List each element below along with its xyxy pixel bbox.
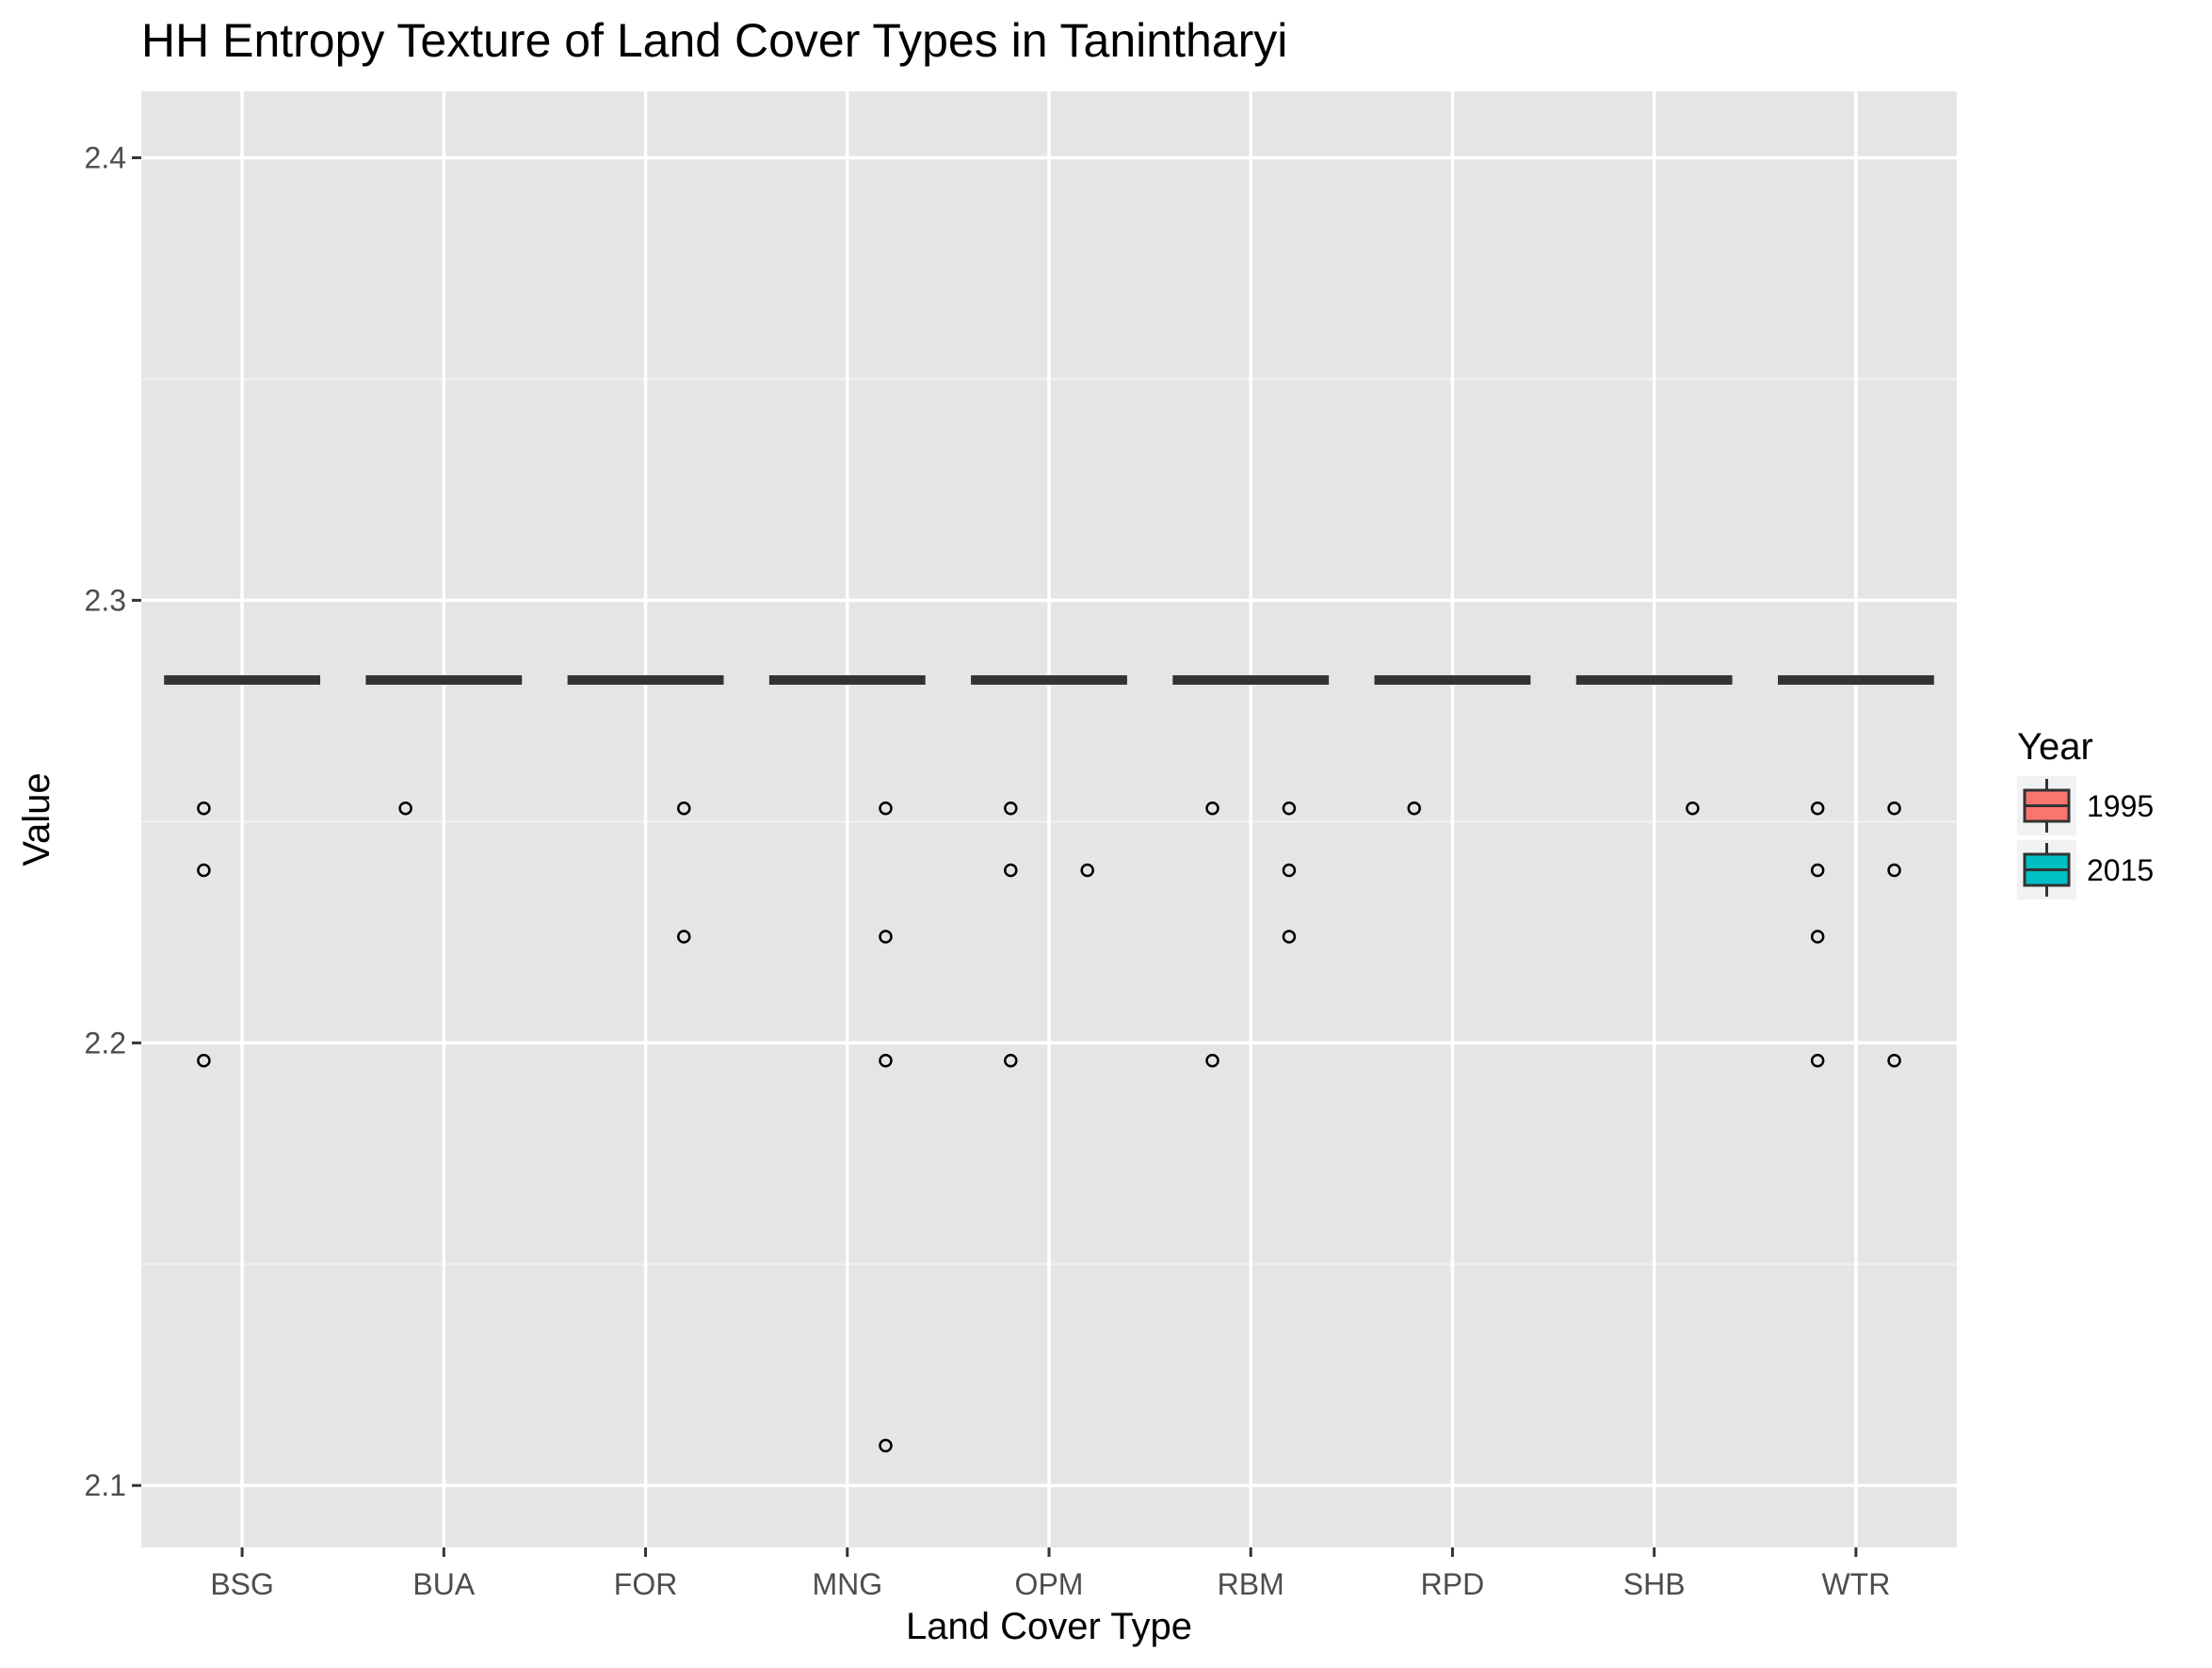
y-tick-label: 2.3	[85, 583, 126, 617]
legend-label-2015: 2015	[2087, 853, 2154, 887]
x-tick-label: MNG	[812, 1567, 882, 1601]
outlier-point	[879, 1438, 893, 1453]
x-tick-label: RPD	[1421, 1567, 1485, 1601]
y-tick-label: 2.2	[85, 1026, 126, 1060]
outlier-point	[1810, 930, 1825, 944]
outlier-point	[879, 930, 893, 944]
outlier-point	[1080, 863, 1094, 878]
outlier-point	[1810, 863, 1825, 878]
outlier-point	[1407, 802, 1421, 816]
outlier-point	[197, 863, 211, 878]
outlier-point	[677, 930, 691, 944]
x-tick-label: BSG	[210, 1567, 274, 1601]
outlier-point	[1810, 1053, 1825, 1068]
outlier-point	[1282, 802, 1297, 816]
y-axis: 2.1 2.2 2.3 2.4	[85, 140, 141, 1502]
outlier-point	[197, 1053, 211, 1068]
outlier-point	[1810, 802, 1825, 816]
outlier-point	[1887, 802, 1901, 816]
x-tick-label: RBM	[1218, 1567, 1284, 1601]
outlier-point	[1282, 863, 1297, 878]
x-tick-label: FOR	[614, 1567, 678, 1601]
y-tick-label: 2.4	[85, 140, 126, 174]
outlier-point	[879, 802, 893, 816]
legend-title: Year	[2017, 726, 2093, 768]
outlier-point	[1004, 1053, 1018, 1068]
y-tick-label: 2.1	[85, 1468, 126, 1502]
outlier-point	[1004, 863, 1018, 878]
grid-lines	[141, 91, 1957, 1547]
y-axis-title: Value	[16, 772, 57, 866]
outlier-point	[1887, 863, 1901, 878]
outlier-point	[1887, 1053, 1901, 1068]
outlier-point	[1004, 802, 1018, 816]
legend: Year 1995 2015	[2017, 726, 2154, 899]
x-tick-label: WTR	[1821, 1567, 1890, 1601]
x-axis: BSG BUA FOR MNG OPM RBM RPD SHB WTR	[210, 1547, 1890, 1601]
outlier-point	[879, 1053, 893, 1068]
outlier-point	[398, 802, 412, 816]
x-tick-label: BUA	[412, 1567, 475, 1601]
outlier-point	[1282, 930, 1297, 944]
outlier-point	[677, 802, 691, 816]
legend-label-1995: 1995	[2087, 789, 2154, 823]
x-axis-title: Land Cover Type	[906, 1606, 1192, 1647]
outlier-point	[1205, 1053, 1219, 1068]
x-tick-label: SHB	[1623, 1567, 1686, 1601]
outlier-point	[197, 802, 211, 816]
box-marks	[164, 674, 1934, 1453]
outlier-point	[1205, 802, 1219, 816]
chart-title: HH Entropy Texture of Land Cover Types i…	[141, 14, 1287, 67]
outlier-point	[1686, 802, 1700, 816]
x-tick-label: OPM	[1015, 1567, 1084, 1601]
